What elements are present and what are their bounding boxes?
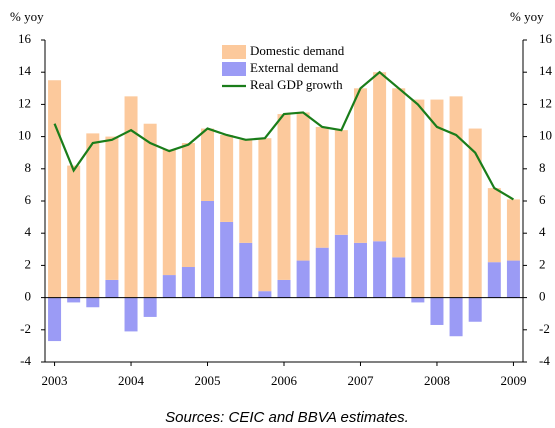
bar xyxy=(392,88,406,258)
bar xyxy=(353,88,367,243)
bar xyxy=(220,134,234,222)
bar xyxy=(67,297,81,303)
bar xyxy=(162,275,176,298)
bar xyxy=(277,114,291,280)
bar xyxy=(86,133,100,298)
bar xyxy=(48,80,62,298)
legend-swatch xyxy=(222,62,246,76)
bar xyxy=(296,112,310,261)
bar xyxy=(48,297,62,342)
bar xyxy=(201,201,215,298)
bar xyxy=(411,297,425,303)
bar xyxy=(220,221,234,298)
source: Sources: CEIC and BBVA estimates. xyxy=(165,409,409,426)
bar xyxy=(353,242,367,298)
bar xyxy=(258,138,272,292)
bar xyxy=(334,234,348,298)
bar xyxy=(506,199,520,261)
bar xyxy=(487,188,501,263)
x-tick-label: 2007 xyxy=(347,373,374,388)
y2-tick-label: -4 xyxy=(539,353,550,368)
bar xyxy=(373,241,387,298)
bar xyxy=(162,149,176,276)
y2-tick-label: 12 xyxy=(539,95,552,110)
y2-tick-label: -2 xyxy=(539,321,550,336)
y2-tick-label: 8 xyxy=(539,160,546,175)
x-tick-label: 2004 xyxy=(118,373,145,388)
x-tick-label: 2009 xyxy=(500,373,526,388)
y2-tick-label: 2 xyxy=(539,256,546,271)
y-tick-label: 10 xyxy=(18,128,31,143)
bar xyxy=(315,126,329,248)
bar xyxy=(392,257,406,298)
y-tick-label: 16 xyxy=(18,31,32,46)
bar xyxy=(449,297,463,337)
bar xyxy=(449,96,463,298)
y-tick-label: -4 xyxy=(20,353,31,368)
y2-tick-label: 14 xyxy=(539,63,553,78)
y2-axis-label: % yoy xyxy=(510,9,544,24)
y2-tick-label: 0 xyxy=(539,289,546,304)
legend-label: Real GDP growth xyxy=(250,77,343,92)
y-axis-label: % yoy xyxy=(10,9,44,24)
bar xyxy=(468,128,482,298)
bar xyxy=(258,291,272,298)
bar xyxy=(124,297,138,332)
x-tick-label: 2003 xyxy=(42,373,68,388)
y-tick-label: 12 xyxy=(18,95,31,110)
y-tick-label: 4 xyxy=(25,224,32,239)
legend-swatch xyxy=(222,45,246,59)
bar xyxy=(373,72,387,242)
bar xyxy=(334,130,348,235)
y-tick-label: 14 xyxy=(18,63,32,78)
bar xyxy=(239,242,253,298)
legend-label: External demand xyxy=(250,60,339,75)
bar xyxy=(105,136,119,280)
y-tick-label: 6 xyxy=(25,192,32,207)
y2-tick-label: 10 xyxy=(539,128,552,143)
bar xyxy=(181,267,195,298)
x-tick-label: 2006 xyxy=(271,373,298,388)
bar xyxy=(430,297,444,325)
bar xyxy=(239,139,253,243)
y-tick-label: 8 xyxy=(25,160,32,175)
bar xyxy=(86,297,100,308)
x-tick-label: 2008 xyxy=(424,373,450,388)
bar xyxy=(143,297,157,317)
y2-tick-label: 4 xyxy=(539,224,546,239)
y2-tick-label: 6 xyxy=(539,192,546,207)
y-tick-label: 0 xyxy=(25,289,32,304)
y-tick-label: 2 xyxy=(25,256,32,271)
y2-tick-label: 16 xyxy=(539,31,553,46)
bar xyxy=(296,260,310,298)
bar xyxy=(105,279,119,298)
bar xyxy=(181,143,195,268)
bar xyxy=(277,279,291,298)
bar xyxy=(124,96,138,298)
bar xyxy=(506,260,520,298)
bar xyxy=(487,262,501,298)
bar xyxy=(143,123,157,298)
line-series xyxy=(53,70,514,201)
bar xyxy=(468,297,482,322)
bar xyxy=(67,165,81,298)
x-tick-label: 2005 xyxy=(195,373,221,388)
legend-label: Domestic demand xyxy=(250,43,345,58)
bar xyxy=(201,128,215,201)
bar xyxy=(430,99,444,298)
bar xyxy=(315,247,329,298)
y-tick-label: -2 xyxy=(20,321,31,336)
bar xyxy=(411,99,425,298)
